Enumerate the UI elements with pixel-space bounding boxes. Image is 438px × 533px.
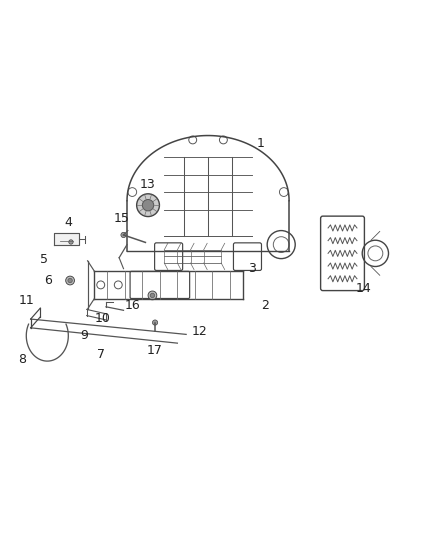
Text: 9: 9 — [80, 329, 88, 342]
Text: 1: 1 — [257, 138, 265, 150]
Circle shape — [150, 293, 155, 297]
Text: 7: 7 — [97, 349, 105, 361]
Circle shape — [137, 194, 159, 216]
Circle shape — [142, 199, 154, 211]
Circle shape — [148, 291, 157, 300]
Text: 8: 8 — [18, 353, 26, 366]
Circle shape — [66, 276, 74, 285]
Text: 6: 6 — [44, 274, 52, 287]
Text: 10: 10 — [95, 312, 111, 325]
Text: 2: 2 — [261, 300, 269, 312]
Text: 3: 3 — [248, 262, 256, 275]
Text: 16: 16 — [124, 298, 140, 312]
Text: 4: 4 — [64, 216, 72, 229]
Text: 14: 14 — [356, 282, 371, 295]
Text: 5: 5 — [40, 253, 48, 266]
Text: 17: 17 — [146, 344, 162, 357]
Text: 11: 11 — [18, 294, 34, 307]
Text: 13: 13 — [140, 177, 156, 191]
Text: 12: 12 — [191, 325, 207, 338]
Circle shape — [152, 320, 158, 325]
Text: 15: 15 — [114, 212, 130, 225]
Circle shape — [69, 240, 73, 244]
Polygon shape — [54, 233, 79, 246]
Circle shape — [121, 232, 126, 238]
Circle shape — [68, 278, 72, 282]
